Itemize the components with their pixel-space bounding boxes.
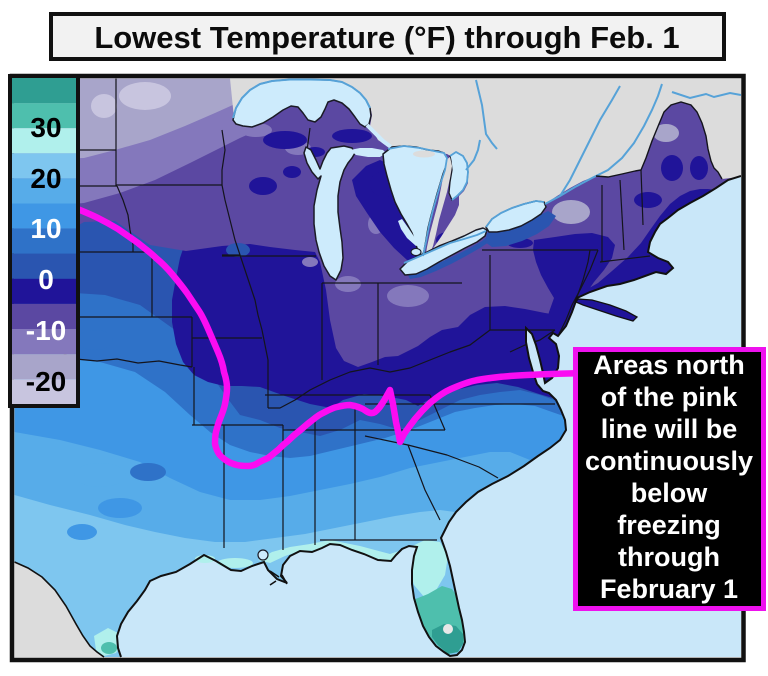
svg-text:Lowest Temperature (°F) throug: Lowest Temperature (°F) through Feb. 1	[94, 20, 679, 55]
svg-text:continuously: continuously	[585, 446, 753, 476]
svg-text:through: through	[618, 542, 720, 572]
svg-text:-20: -20	[26, 366, 66, 397]
svg-text:freezing: freezing	[617, 510, 721, 540]
svg-text:line will be: line will be	[601, 414, 738, 444]
svg-text:-10: -10	[26, 315, 66, 346]
svg-text:of the pink: of the pink	[601, 382, 738, 412]
svg-text:30: 30	[30, 112, 61, 143]
svg-text:Areas north: Areas north	[593, 350, 745, 380]
svg-text:0: 0	[38, 264, 54, 295]
svg-text:20: 20	[30, 163, 61, 194]
svg-text:February 1: February 1	[600, 574, 738, 604]
svg-text:below: below	[631, 478, 709, 508]
svg-text:10: 10	[30, 213, 61, 244]
